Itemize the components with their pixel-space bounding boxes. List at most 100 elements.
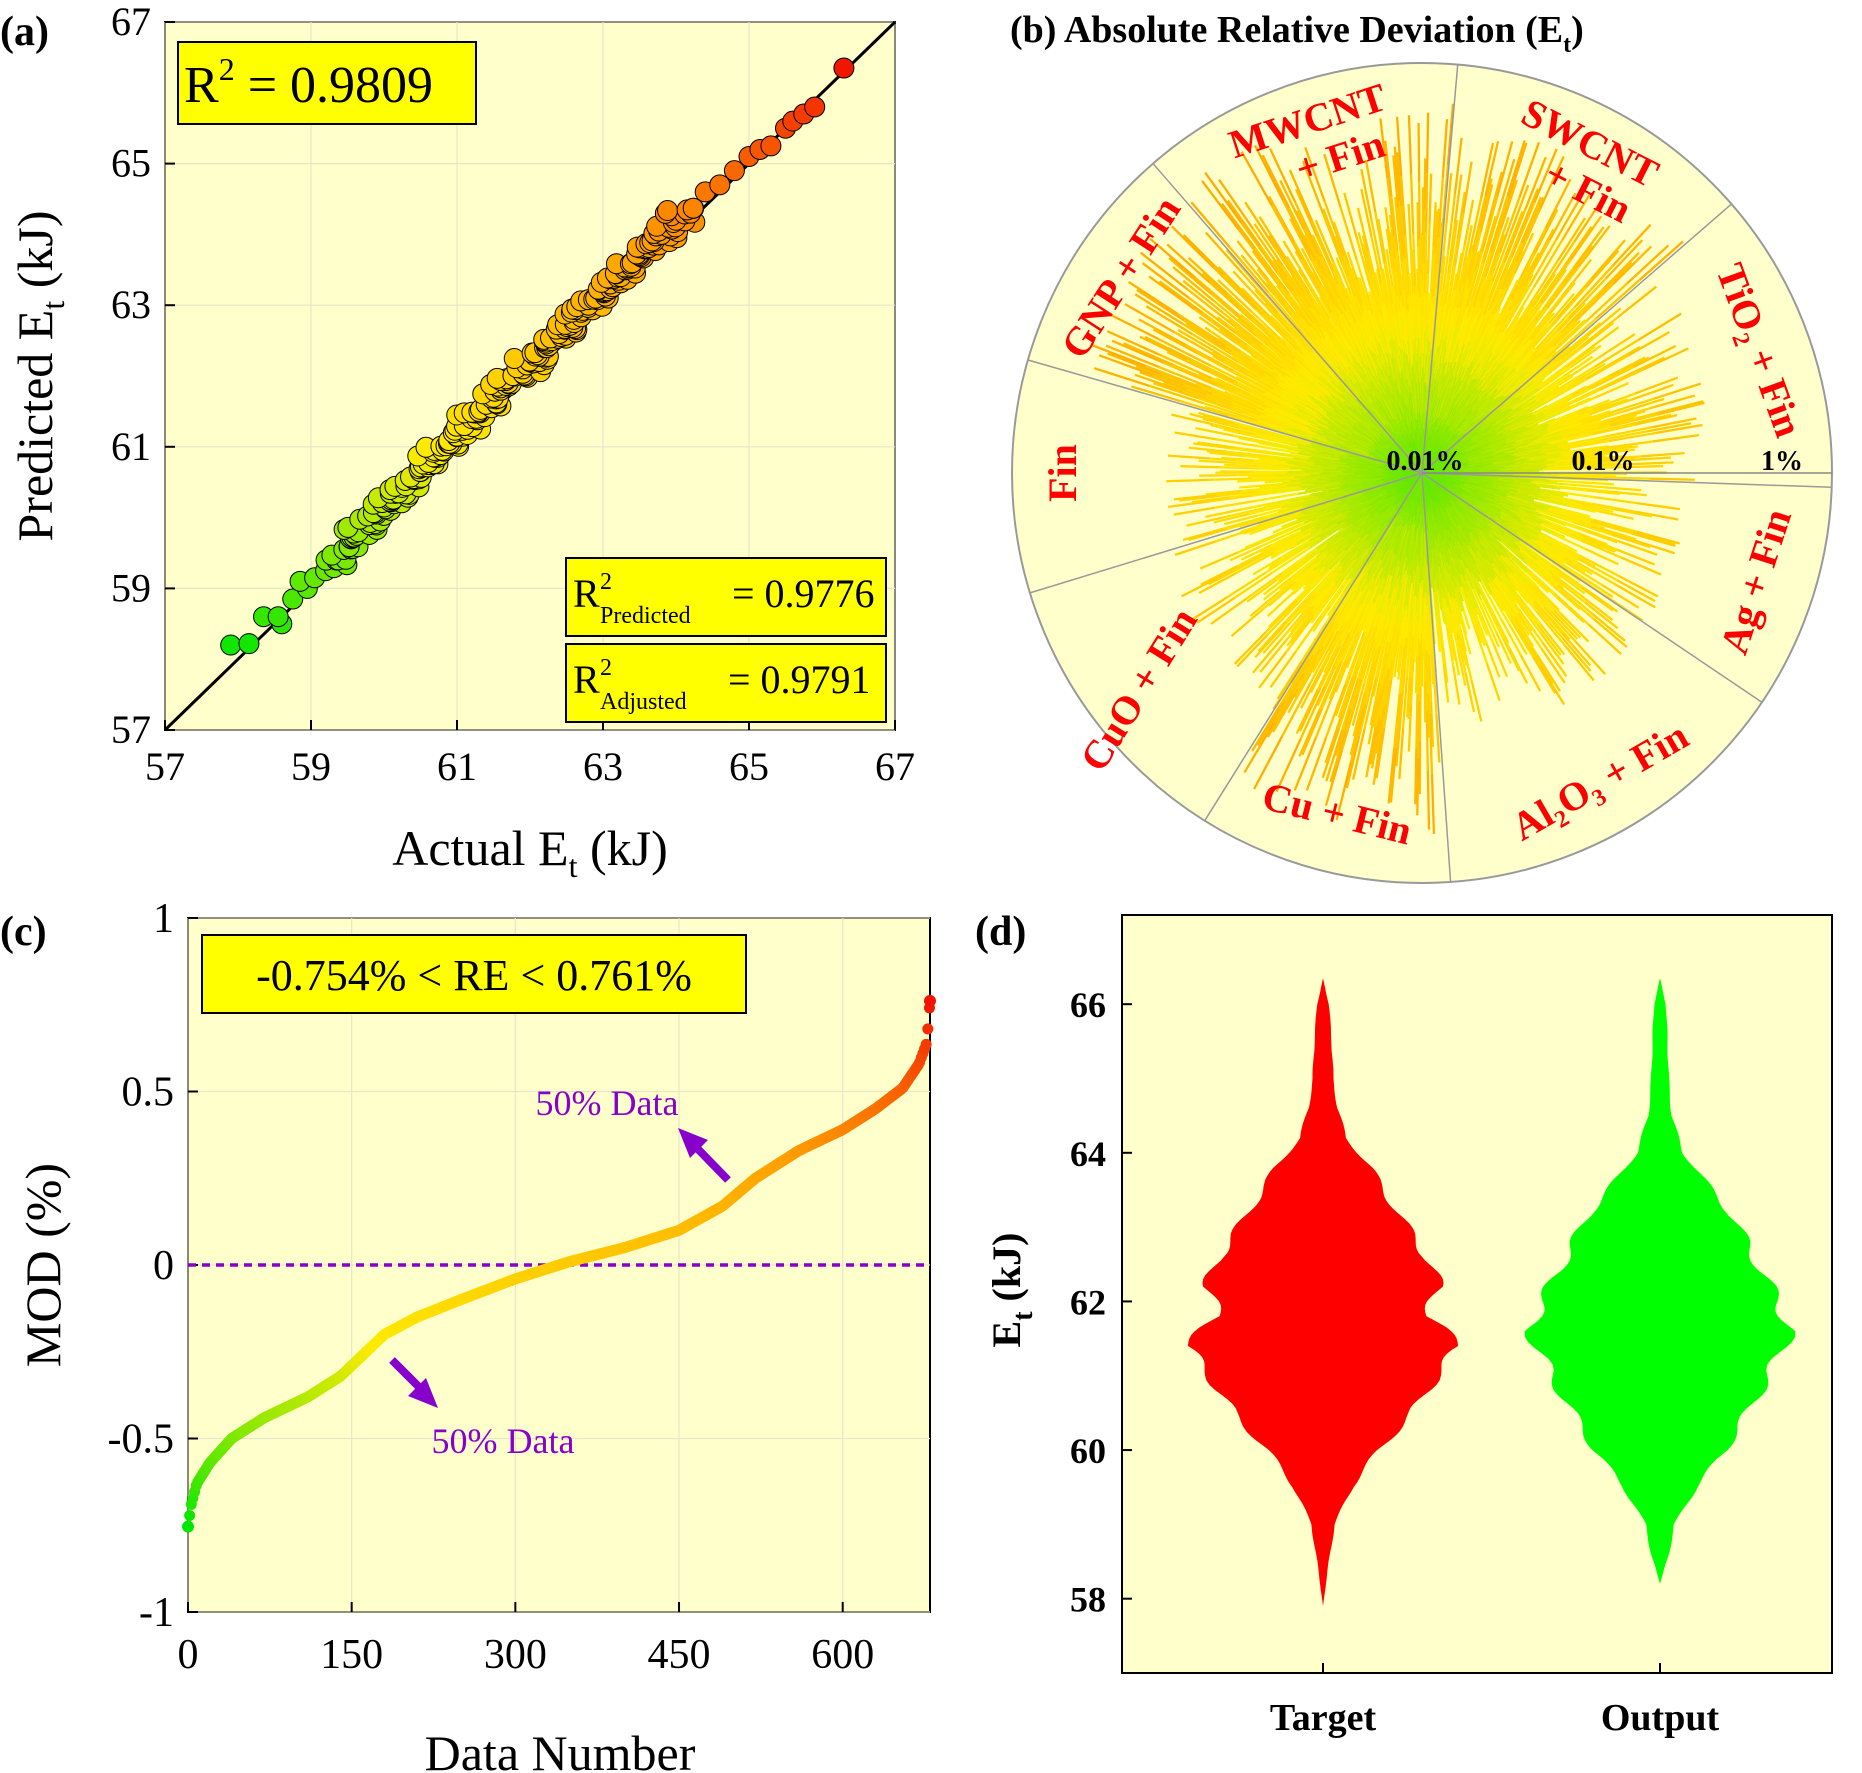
polar-bar [1590, 239, 1626, 280]
polar-bar [1531, 273, 1556, 308]
polar-bar [1506, 140, 1526, 197]
polar-bar [1512, 287, 1545, 335]
polar-bar [1259, 245, 1294, 292]
polar-bar [1467, 227, 1482, 278]
polar-bar [1445, 173, 1453, 224]
polar-bar [1315, 287, 1339, 326]
polar-bar [1492, 268, 1510, 304]
polar-bar [1301, 160, 1324, 214]
polar-bar [1380, 275, 1390, 309]
polar-bar [1555, 192, 1584, 241]
polar-bar [1396, 251, 1405, 307]
polar-bar [1265, 281, 1294, 316]
polar-bar [1505, 286, 1536, 334]
polar-bar [1453, 213, 1465, 266]
polar-bar [1299, 294, 1327, 332]
polar-bar [1295, 311, 1318, 340]
polar-bar [1491, 261, 1518, 316]
polar-bar [1509, 184, 1530, 234]
polar-bar [1374, 211, 1386, 265]
polar-bar [1453, 252, 1463, 290]
polar-bar [1542, 267, 1575, 310]
polar-bar [1346, 251, 1362, 290]
polar-bar [1449, 238, 1459, 286]
polar-bar [1552, 286, 1587, 326]
polar-bar [1267, 291, 1308, 339]
polar-bar [1332, 270, 1357, 322]
polar-bar [1320, 285, 1343, 324]
polar-bar [1274, 277, 1313, 328]
polar-bar [1518, 252, 1540, 291]
polar-bar [1540, 258, 1573, 303]
polar-bar [1409, 174, 1415, 235]
polar-bar [1529, 259, 1559, 304]
polar-bar [1489, 234, 1506, 275]
r2-adjusted-box [565, 643, 887, 723]
polar-bar [1400, 205, 1407, 260]
polar-bar [1487, 171, 1503, 223]
polar-bar [1364, 159, 1377, 213]
polar-bar [1393, 236, 1403, 296]
polar-bars [1090, 103, 1705, 835]
polar-bar [1487, 254, 1507, 300]
polar-bar [1501, 285, 1531, 334]
polar-bar [1332, 221, 1350, 265]
polar-bar [1396, 152, 1403, 206]
scatter-point [282, 588, 304, 610]
polar-bar [1498, 288, 1521, 327]
polar-bar [1508, 269, 1533, 311]
polar-bar [1556, 302, 1586, 333]
polar-bar [1548, 281, 1576, 316]
polar-bar [1561, 296, 1598, 334]
polar-bar [1504, 211, 1524, 256]
polar-bar [1384, 140, 1393, 197]
polar-bar [1267, 278, 1300, 320]
polar-bar [1356, 276, 1370, 311]
polar-bar [1300, 247, 1323, 287]
polar-bar [1393, 146, 1401, 202]
polar-bar [1472, 250, 1492, 308]
scatter-point [804, 96, 826, 118]
scatter-point [220, 634, 242, 656]
tick-label-y: 63 [111, 282, 151, 327]
polar-bar [1544, 320, 1587, 361]
polar-bar [1228, 246, 1270, 294]
polar-bar [1367, 251, 1381, 297]
polar-bar [1309, 254, 1340, 310]
polar-bar [1329, 274, 1351, 315]
scatter-point [833, 57, 855, 79]
polar-bar [1495, 272, 1516, 314]
polar-bar [1509, 284, 1530, 318]
polar-bar [1268, 195, 1296, 244]
polar-bar [1319, 296, 1339, 327]
polar-bar [1270, 204, 1303, 260]
polar-bar [1204, 171, 1243, 224]
polar-bar [1339, 206, 1358, 261]
polar-bar [1434, 208, 1441, 253]
polar-bar [1240, 254, 1273, 293]
polar-bar [1544, 178, 1572, 229]
polar-bar [1201, 180, 1240, 231]
polar-bar [1546, 266, 1580, 309]
polar-bar [1285, 276, 1322, 327]
polar-bar [1484, 140, 1500, 197]
polar-bar [1467, 263, 1485, 317]
polar-bar [1254, 247, 1290, 295]
polar-bar [1475, 273, 1492, 315]
scatter-point [760, 135, 782, 157]
polar-bar [1439, 256, 1446, 293]
polar-bar [1437, 222, 1443, 265]
polar-bar [1529, 330, 1559, 361]
polar-bar [1453, 137, 1463, 194]
polar-bar [1316, 253, 1340, 299]
polar-bar [1530, 228, 1555, 271]
polar-bar [1358, 277, 1371, 311]
polar-bar [1308, 292, 1333, 330]
polar-bar [1501, 242, 1524, 290]
polar-bar [1538, 155, 1565, 210]
polar-bar [1386, 177, 1396, 237]
polar-bar [1577, 225, 1611, 268]
polar-bar [1520, 196, 1542, 244]
polar-bar [1542, 240, 1576, 289]
